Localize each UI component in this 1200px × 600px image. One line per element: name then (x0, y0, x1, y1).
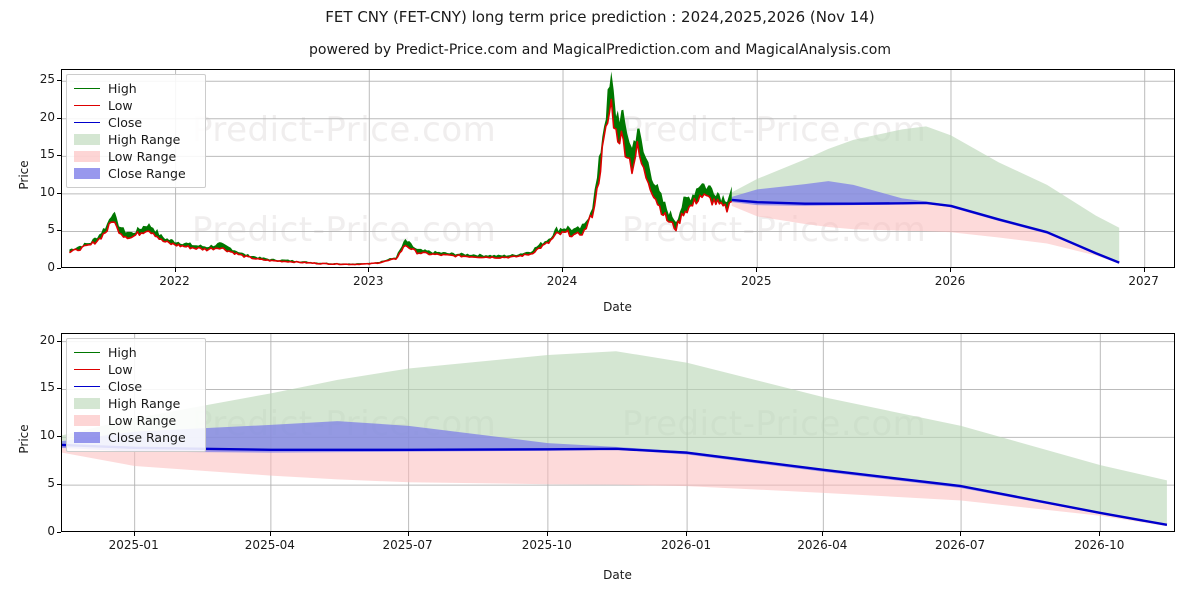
y-tick-mark (57, 532, 61, 533)
x-tick-mark (686, 532, 688, 536)
legend-item: Close Range (74, 165, 197, 182)
y-tick-mark (57, 340, 61, 342)
y-tick-mark (57, 268, 61, 269)
legend-line-swatch (74, 122, 100, 123)
x-tick-label: 2025-07 (382, 538, 433, 552)
y-tick-mark (57, 192, 61, 194)
y-tick-label: 0 (47, 260, 55, 274)
legend-band-swatch (74, 432, 100, 443)
y-tick-label: 10 (39, 428, 55, 443)
x-tick-mark (133, 532, 135, 536)
legend-line-swatch (74, 369, 100, 370)
forecast-plot-area: Predict-Price.com Predict-Price.com (61, 333, 1175, 532)
y-tick-mark (57, 484, 61, 486)
x-tick-label: 2022 (159, 274, 190, 288)
legend-band-swatch (74, 134, 100, 145)
overview-x-axis-label: Date (603, 300, 632, 314)
x-tick-label: 2026-04 (797, 538, 848, 552)
page-title: FET CNY (FET-CNY) long term price predic… (325, 8, 875, 26)
legend-item-label: Close (108, 115, 143, 130)
legend-item: Low Range (74, 148, 197, 165)
page-subtitle: powered by Predict-Price.com and Magical… (309, 42, 891, 58)
legend-item: High Range (74, 131, 197, 148)
x-tick-label: 2026-10 (1074, 538, 1125, 552)
y-tick-mark (57, 80, 61, 82)
legend-band-swatch (74, 168, 100, 179)
y-tick-mark (57, 117, 61, 119)
x-tick-label: 2026-07 (934, 538, 986, 552)
x-tick-label: 2024 (546, 274, 578, 288)
legend-item: High Range (74, 395, 197, 412)
legend-item: Close (74, 378, 197, 395)
legend-item-label: Low Range (108, 149, 177, 164)
forecast-x-axis-label: Date (603, 568, 632, 582)
legend-item-label: Close Range (108, 166, 186, 181)
legend-band-swatch (74, 151, 100, 162)
y-tick-mark (57, 436, 61, 438)
legend-item: Low Range (74, 412, 197, 429)
legend-item-label: High (108, 81, 137, 96)
legend-item: Close Range (74, 429, 197, 446)
x-tick-label: 2023 (353, 274, 384, 288)
y-tick-label: 5 (47, 476, 55, 491)
x-tick-mark (1143, 268, 1145, 272)
y-tick-label: 25 (39, 72, 55, 87)
x-tick-mark (562, 268, 563, 272)
y-tick-label: 15 (39, 380, 55, 395)
y-tick-mark (57, 155, 61, 157)
x-tick-mark (407, 532, 409, 536)
legend-item-label: High (108, 345, 137, 360)
forecast-legend: High Low Close High Range Low Range Close Ran… (66, 338, 206, 452)
x-tick-label: 2027 (1128, 274, 1159, 288)
x-tick-mark (174, 268, 176, 272)
x-tick-mark (949, 268, 951, 272)
y-tick-mark (57, 230, 61, 232)
overview-legend: High Low Close High Range Low Range Close Ran… (66, 74, 206, 188)
legend-line-swatch (74, 386, 100, 387)
x-tick-mark (269, 532, 271, 536)
legend-item: Close (74, 114, 197, 131)
legend-line-swatch (74, 105, 100, 106)
x-tick-label: 2025 (740, 274, 772, 288)
legend-item-label: Low (108, 98, 133, 113)
legend-item-label: High Range (108, 132, 181, 147)
y-tick-label: 10 (39, 184, 55, 199)
x-tick-label: 2025-10 (521, 538, 572, 552)
legend-band-swatch (74, 398, 100, 409)
x-tick-label: 2026-01 (661, 538, 712, 552)
x-tick-mark (1099, 532, 1101, 536)
legend-item-label: Close Range (108, 430, 186, 445)
y-tick-label: 5 (47, 222, 55, 237)
y-tick-label: 20 (39, 332, 55, 347)
legend-item: High (74, 80, 197, 97)
legend-item-label: Close (108, 379, 143, 394)
x-tick-mark (960, 532, 962, 536)
x-tick-label: 2025-04 (244, 538, 295, 552)
y-tick-label: 20 (39, 109, 55, 124)
legend-item: High (74, 344, 197, 361)
legend-item-label: Low (108, 362, 133, 377)
legend-item-label: Low Range (108, 413, 177, 428)
x-tick-mark (546, 532, 548, 536)
legend-band-swatch (74, 415, 100, 426)
x-tick-label: 2025-01 (108, 538, 159, 552)
legend-line-swatch (74, 88, 100, 89)
y-tick-mark (57, 388, 61, 390)
y-tick-label: 0 (47, 524, 55, 538)
x-tick-mark (368, 268, 370, 272)
legend-line-swatch (74, 352, 100, 353)
x-tick-label: 2026 (934, 274, 966, 288)
overview-plot-area: Predict-Price.com Predict-Price.com Pred… (61, 69, 1175, 268)
legend-item: Low (74, 361, 197, 378)
legend-item: Low (74, 97, 197, 114)
x-tick-mark (822, 532, 824, 536)
x-tick-mark (756, 268, 758, 272)
legend-item-label: High Range (108, 396, 181, 411)
y-tick-label: 15 (39, 147, 55, 162)
